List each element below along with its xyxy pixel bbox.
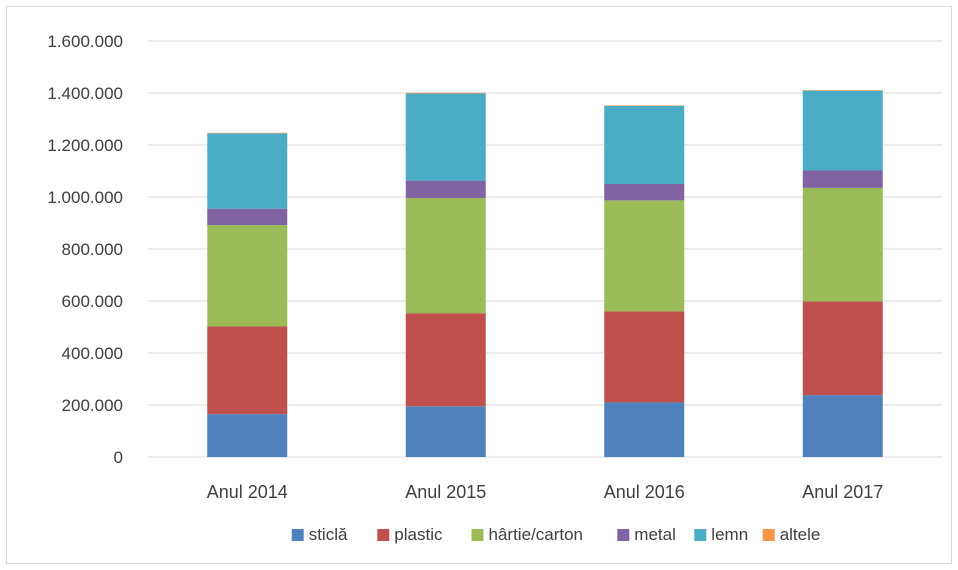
legend-label: metal: [634, 525, 676, 544]
legend-item: hârtie/carton: [471, 525, 584, 544]
bar-segment-lemn: [405, 93, 486, 181]
x-category-label: Anul 2016: [604, 482, 685, 502]
y-tick-label: 800.000: [62, 240, 123, 259]
legend-label: lemn: [711, 525, 748, 544]
bars: [207, 90, 883, 457]
legend-label: sticlă: [309, 525, 348, 544]
legend-item: metal: [617, 525, 676, 544]
y-tick-label: 1.400.000: [47, 84, 123, 103]
legend-swatch: [762, 529, 775, 541]
legend-item: sticlă: [291, 525, 348, 544]
y-tick-label: 400.000: [62, 344, 123, 363]
bar-segment-metal: [405, 180, 486, 199]
x-category-label: Anul 2015: [405, 482, 486, 502]
y-tick-label: 0: [114, 448, 123, 467]
bar-segment-sticl-: [405, 406, 486, 457]
y-tick-label: 1.600.000: [47, 32, 123, 51]
bar-segment-plastic: [604, 311, 685, 403]
bar-segment-plastic: [405, 313, 486, 407]
bar-segment-h-rtie-carton: [207, 225, 288, 327]
legend-swatch: [471, 529, 484, 541]
y-axis-tick-labels: 0 200.000 400.000 600.000 800.000 1.000.000 1.…: [47, 32, 123, 467]
bar-segment-metal: [802, 170, 883, 188]
legend-item: plastic: [377, 525, 443, 544]
bar-segment-h-rtie-carton: [802, 187, 883, 302]
bar-segment-altele: [207, 132, 288, 134]
bar-segment-metal: [604, 184, 685, 201]
legend: sticlă plastic hârtie/carton metal lemn altel…: [291, 525, 821, 544]
legend-swatch: [617, 529, 630, 541]
legend-label: plastic: [394, 525, 443, 544]
x-axis-category-labels: Anul 2014 Anul 2015 Anul 2016 Anul 2017: [207, 482, 884, 502]
y-tick-label: 1.000.000: [47, 188, 123, 207]
bar-segment-altele: [604, 105, 685, 106]
bar-segment-plastic: [802, 301, 883, 396]
bar-segment-sticl-: [207, 414, 288, 457]
bar-segment-h-rtie-carton: [604, 200, 685, 312]
bar-segment-lemn: [802, 90, 883, 171]
legend-label: altele: [780, 525, 821, 544]
legend-swatch: [694, 529, 707, 541]
x-category-label: Anul 2017: [802, 482, 883, 502]
bar-segment-metal: [207, 208, 288, 226]
y-tick-label: 1.200.000: [47, 136, 123, 155]
legend-item: altele: [762, 525, 821, 544]
bar-segment-altele: [405, 92, 486, 94]
bar-segment-lemn: [604, 106, 685, 184]
y-tick-label: 200.000: [62, 396, 123, 415]
legend-item: lemn: [694, 525, 748, 544]
legend-swatch: [377, 529, 390, 541]
bar-segment-h-rtie-carton: [405, 198, 486, 314]
y-tick-label: 600.000: [62, 292, 123, 311]
legend-label: hârtie/carton: [489, 525, 584, 544]
bar-segment-plastic: [207, 326, 288, 415]
bar-segment-lemn: [207, 133, 288, 209]
bar-segment-sticl-: [802, 395, 883, 457]
legend-swatch: [291, 529, 304, 541]
bar-segment-altele: [802, 90, 883, 91]
bar-segment-sticl-: [604, 402, 685, 457]
x-category-label: Anul 2014: [207, 482, 288, 502]
